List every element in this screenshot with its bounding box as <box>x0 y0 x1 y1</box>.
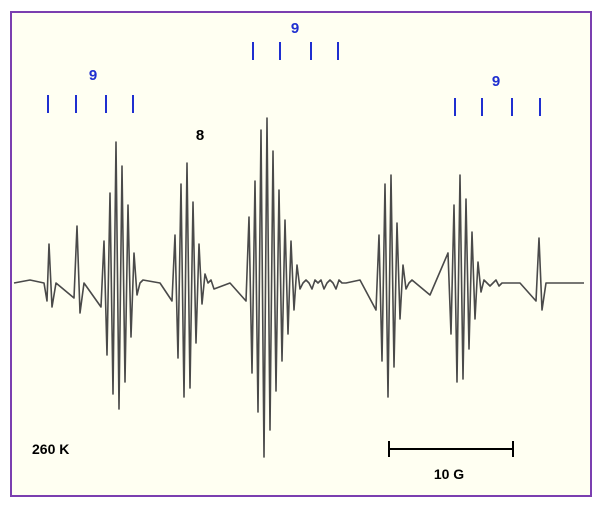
annotation-9-center: 9 <box>291 20 299 37</box>
annotation-8: 8 <box>196 127 204 144</box>
annotation-9-right: 9 <box>492 73 500 90</box>
spectrum-layer <box>13 117 584 458</box>
temperature-label: 260 K <box>32 441 69 457</box>
annotation-9-left: 9 <box>89 67 97 84</box>
marker-tick-layer <box>47 42 541 116</box>
spectrum-trace <box>13 117 584 458</box>
scale-bar-label: 10 G <box>434 466 464 482</box>
figure-frame <box>10 11 592 497</box>
scale-bar <box>388 441 514 457</box>
